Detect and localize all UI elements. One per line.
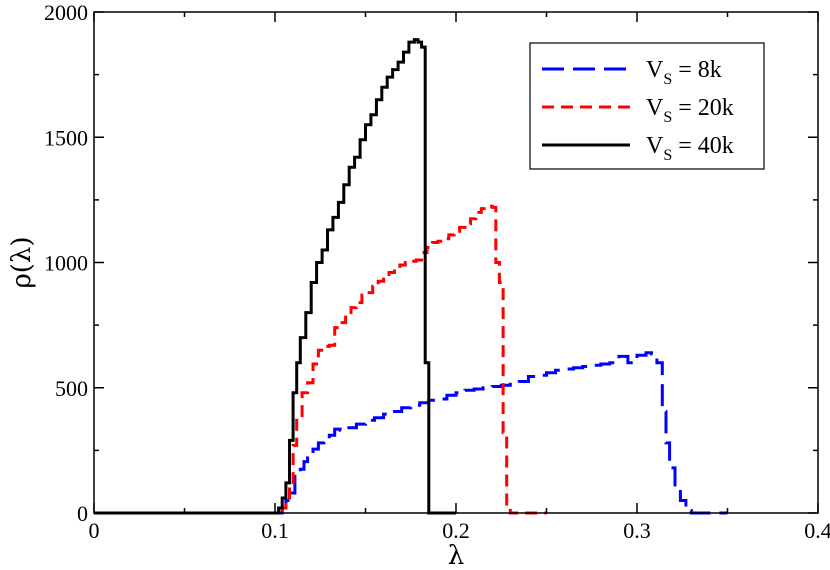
y-axis-label: ρ(λ) xyxy=(7,236,37,288)
series-line-1 xyxy=(94,351,728,515)
series-layer xyxy=(94,38,728,515)
x-tick-label: 0.1 xyxy=(261,518,289,543)
y-tick-label: 2000 xyxy=(44,0,88,25)
x-tick-label: 0.2 xyxy=(442,518,470,543)
x-tick-label: 0.4 xyxy=(804,518,830,543)
y-tick-label: 1500 xyxy=(44,125,88,150)
legend-label-3: VS = 40k xyxy=(646,133,734,164)
x-axis-label: λ xyxy=(448,541,464,570)
y-tick-label: 0 xyxy=(77,501,88,526)
series-line-2 xyxy=(94,204,547,515)
y-tick-label: 500 xyxy=(55,376,88,401)
legend-label-1: VS = 8k xyxy=(646,57,722,88)
ticks-layer: 0 0.1 0.2 0.3 0.4 0 500 1000 1500 2000 xyxy=(44,0,830,543)
x-tick-label: 0 xyxy=(89,518,100,543)
series-line-3 xyxy=(94,38,456,515)
x-tick-label: 0.3 xyxy=(623,518,651,543)
legend: VS = 8k VS = 20k VS = 40k xyxy=(529,42,765,170)
legend-label-2: VS = 20k xyxy=(646,95,734,126)
y-tick-label: 1000 xyxy=(44,251,88,276)
